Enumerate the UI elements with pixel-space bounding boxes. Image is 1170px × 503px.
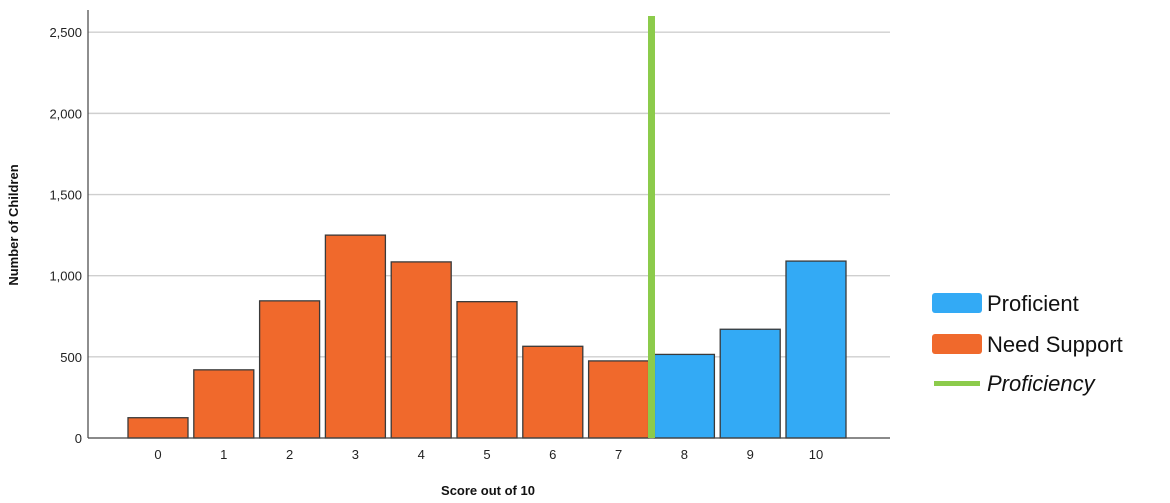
bar-score-4: [390, 261, 452, 439]
x-tick-label: 0: [154, 447, 161, 462]
bar-score-7: [587, 360, 650, 439]
y-tick-label: 1,500: [49, 188, 82, 203]
x-tick-label: 8: [681, 447, 688, 462]
x-tick-label: 3: [352, 447, 359, 462]
x-tick-label: 1: [220, 447, 227, 462]
bar-score-1: [193, 369, 255, 439]
x-tick-label: 4: [418, 447, 425, 462]
y-tick-label: 1,000: [49, 269, 82, 284]
legend-label: Proficient: [987, 291, 1079, 316]
bar-score-6: [522, 345, 584, 439]
legend-line-swatch: [934, 381, 980, 386]
axes: 0 500 1,000 1,500 2,000 2,500 0 1 2 3 4 5 6 7 8 9 10: [49, 10, 890, 462]
bar-score-9: [719, 328, 781, 439]
x-tick-label: 7: [615, 447, 622, 462]
legend: Proficient Need Support Proficiency: [932, 291, 1123, 396]
y-tick-label: 2,000: [49, 106, 82, 121]
bar-score-3: [324, 234, 387, 439]
x-tick-label: 5: [483, 447, 490, 462]
x-tick-label: 2: [286, 447, 293, 462]
y-tick-label: 500: [60, 350, 82, 365]
legend-label: Proficiency: [987, 371, 1097, 396]
bar-score-8: [653, 353, 716, 439]
y-tick-label: 2,500: [49, 25, 82, 40]
bars: [127, 234, 847, 439]
x-tick-label: 9: [747, 447, 754, 462]
legend-swatch: [932, 334, 982, 354]
bar-score-0: [127, 417, 189, 439]
x-axis-title: Score out of 10: [441, 483, 535, 498]
y-axis-title: Number of Children: [6, 164, 21, 285]
legend-swatch: [932, 293, 982, 313]
bar-score-10: [785, 260, 847, 439]
legend-label: Need Support: [987, 332, 1123, 357]
x-tick-label: 10: [809, 447, 823, 462]
bar-score-2: [258, 300, 321, 439]
y-tick-label: 0: [75, 431, 82, 446]
bar-score-5: [456, 301, 518, 439]
x-tick-label: 6: [549, 447, 556, 462]
